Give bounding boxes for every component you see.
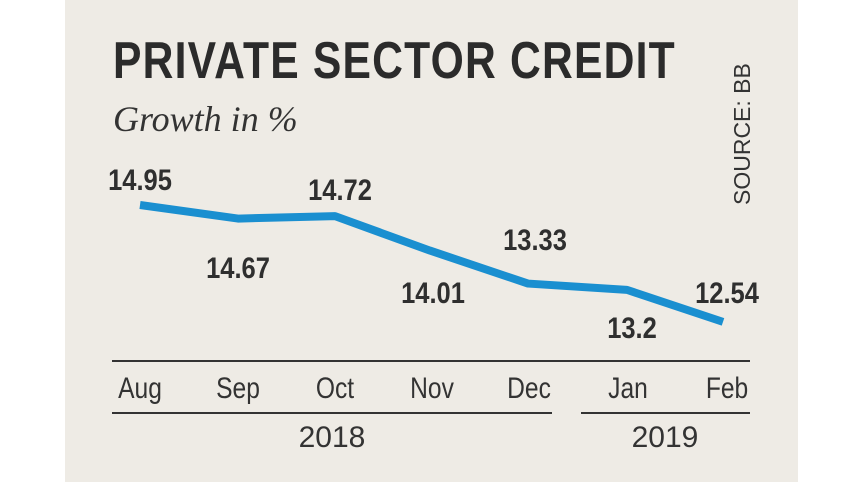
- x-tick-jan: Jan: [608, 371, 648, 405]
- chart-subtitle: Growth in %: [113, 99, 298, 139]
- chart-title: PRIVATE SECTOR CREDIT: [113, 32, 675, 90]
- data-label-oct: 14.72: [308, 173, 372, 206]
- x-tick-feb: Feb: [706, 371, 748, 405]
- source-label: SOURCE: BB: [729, 63, 755, 205]
- data-label-dec: 13.33: [503, 223, 567, 256]
- year-label-2019: 2019: [632, 421, 699, 454]
- x-tick-nov: Nov: [410, 371, 454, 405]
- x-tick-oct: Oct: [316, 371, 355, 405]
- x-tick-sep: Sep: [216, 371, 260, 405]
- x-tick-dec: Dec: [507, 371, 551, 405]
- data-label-aug: 14.95: [108, 163, 172, 196]
- chart-panel: [65, 0, 798, 482]
- data-label-sep: 14.67: [206, 251, 270, 284]
- series-line: [139, 201, 725, 326]
- year-label-2018: 2018: [299, 421, 366, 454]
- data-label-nov: 14.01: [401, 276, 465, 309]
- data-label-jan: 13.2: [607, 311, 657, 344]
- data-label-feb: 12.54: [695, 276, 759, 309]
- x-tick-aug: Aug: [118, 371, 162, 405]
